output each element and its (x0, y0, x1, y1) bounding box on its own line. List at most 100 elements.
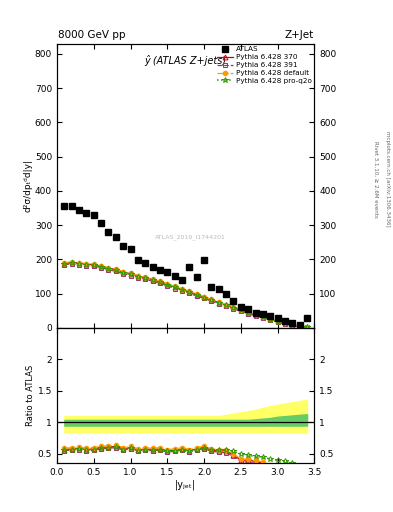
Line: Pythia 6.428 391: Pythia 6.428 391 (62, 262, 309, 329)
Pythia 6.428 pro-q2o (158, 279, 162, 285)
Pythia 6.428 370 (290, 322, 295, 328)
Pythia 6.428 pro-q2o (290, 322, 295, 328)
ATLAS (261, 311, 265, 317)
ATLAS (217, 286, 221, 292)
Pythia 6.428 370 (298, 323, 302, 329)
ATLAS (195, 273, 199, 280)
Pythia 6.428 391 (165, 283, 170, 289)
Pythia 6.428 pro-q2o (77, 261, 81, 267)
ATLAS (246, 306, 251, 312)
Pythia 6.428 default (246, 309, 251, 315)
Pythia 6.428 370 (305, 324, 309, 330)
Pythia 6.428 default (114, 266, 118, 272)
Pythia 6.428 391 (92, 263, 96, 269)
Pythia 6.428 391 (283, 321, 287, 327)
Pythia 6.428 pro-q2o (84, 262, 89, 268)
ATLAS (224, 291, 228, 297)
Pythia 6.428 pro-q2o (187, 289, 192, 295)
Pythia 6.428 391 (106, 267, 111, 273)
Pythia 6.428 370 (283, 320, 287, 326)
Pythia 6.428 default (84, 261, 89, 267)
Pythia 6.428 370 (172, 284, 177, 290)
Text: Z+Jet: Z+Jet (285, 30, 314, 40)
Pythia 6.428 370 (202, 294, 206, 300)
ATLAS (253, 309, 258, 315)
ATLAS (298, 322, 302, 328)
Pythia 6.428 370 (268, 316, 273, 323)
Pythia 6.428 391 (209, 298, 214, 304)
ATLAS (172, 273, 177, 279)
Pythia 6.428 391 (158, 280, 162, 286)
Pythia 6.428 default (92, 261, 96, 267)
Pythia 6.428 default (239, 307, 243, 313)
Pythia 6.428 pro-q2o (209, 297, 214, 303)
ATLAS (92, 212, 96, 218)
Pythia 6.428 391 (305, 324, 309, 330)
Pythia 6.428 pro-q2o (150, 277, 155, 283)
Pythia 6.428 pro-q2o (305, 324, 309, 330)
Pythia 6.428 370 (275, 318, 280, 325)
Pythia 6.428 default (99, 263, 103, 269)
Pythia 6.428 370 (253, 312, 258, 318)
Pythia 6.428 default (195, 291, 199, 297)
Pythia 6.428 391 (239, 308, 243, 314)
Pythia 6.428 391 (143, 276, 148, 282)
Pythia 6.428 default (62, 260, 67, 266)
Pythia 6.428 pro-q2o (283, 321, 287, 327)
ATLAS (275, 314, 280, 321)
Pythia 6.428 391 (231, 306, 236, 312)
ATLAS (114, 234, 118, 240)
Pythia 6.428 391 (246, 310, 251, 316)
ATLAS (136, 258, 140, 264)
ATLAS (143, 260, 148, 266)
Y-axis label: d²σ/dpₜᵈd|y|: d²σ/dpₜᵈd|y| (23, 159, 32, 212)
Pythia 6.428 370 (150, 276, 155, 283)
ATLAS (106, 229, 111, 235)
Pythia 6.428 391 (150, 278, 155, 284)
Pythia 6.428 370 (217, 300, 221, 306)
Pythia 6.428 default (305, 324, 309, 330)
Line: Pythia 6.428 370: Pythia 6.428 370 (62, 260, 309, 329)
Pythia 6.428 pro-q2o (268, 316, 273, 323)
Pythia 6.428 370 (62, 261, 67, 267)
Line: ATLAS: ATLAS (61, 203, 310, 328)
Pythia 6.428 default (150, 276, 155, 282)
ATLAS (209, 284, 214, 290)
Pythia 6.428 370 (195, 292, 199, 298)
Pythia 6.428 pro-q2o (69, 260, 74, 266)
Pythia 6.428 370 (136, 273, 140, 279)
Pythia 6.428 391 (99, 265, 103, 271)
Pythia 6.428 default (209, 296, 214, 303)
ATLAS (69, 203, 74, 209)
Pythia 6.428 370 (128, 271, 133, 277)
Pythia 6.428 default (261, 313, 265, 319)
Pythia 6.428 pro-q2o (92, 262, 96, 268)
Pythia 6.428 default (172, 284, 177, 290)
Pythia 6.428 391 (84, 263, 89, 269)
ATLAS (202, 258, 206, 264)
Pythia 6.428 pro-q2o (261, 314, 265, 321)
Pythia 6.428 default (143, 274, 148, 280)
Y-axis label: Ratio to ATLAS: Ratio to ATLAS (26, 365, 35, 426)
Pythia 6.428 default (231, 304, 236, 310)
ATLAS (77, 207, 81, 213)
Pythia 6.428 pro-q2o (231, 305, 236, 311)
Pythia 6.428 pro-q2o (275, 318, 280, 325)
Pythia 6.428 default (275, 318, 280, 324)
Pythia 6.428 391 (268, 317, 273, 323)
ATLAS (62, 203, 67, 209)
Pythia 6.428 pro-q2o (195, 292, 199, 298)
ATLAS (290, 319, 295, 326)
Pythia 6.428 pro-q2o (180, 287, 184, 293)
Pythia 6.428 391 (69, 261, 74, 267)
Pythia 6.428 391 (172, 286, 177, 292)
Pythia 6.428 pro-q2o (99, 264, 103, 270)
Pythia 6.428 370 (209, 297, 214, 303)
X-axis label: |yⱼₑₜ|: |yⱼₑₜ| (175, 480, 196, 490)
Pythia 6.428 391 (224, 303, 228, 309)
Legend: ATLAS, Pythia 6.428 370, Pythia 6.428 391, Pythia 6.428 default, Pythia 6.428 pr: ATLAS, Pythia 6.428 370, Pythia 6.428 39… (215, 45, 313, 86)
Pythia 6.428 default (298, 323, 302, 329)
ATLAS (283, 318, 287, 324)
Pythia 6.428 391 (121, 271, 125, 277)
Pythia 6.428 370 (158, 279, 162, 285)
